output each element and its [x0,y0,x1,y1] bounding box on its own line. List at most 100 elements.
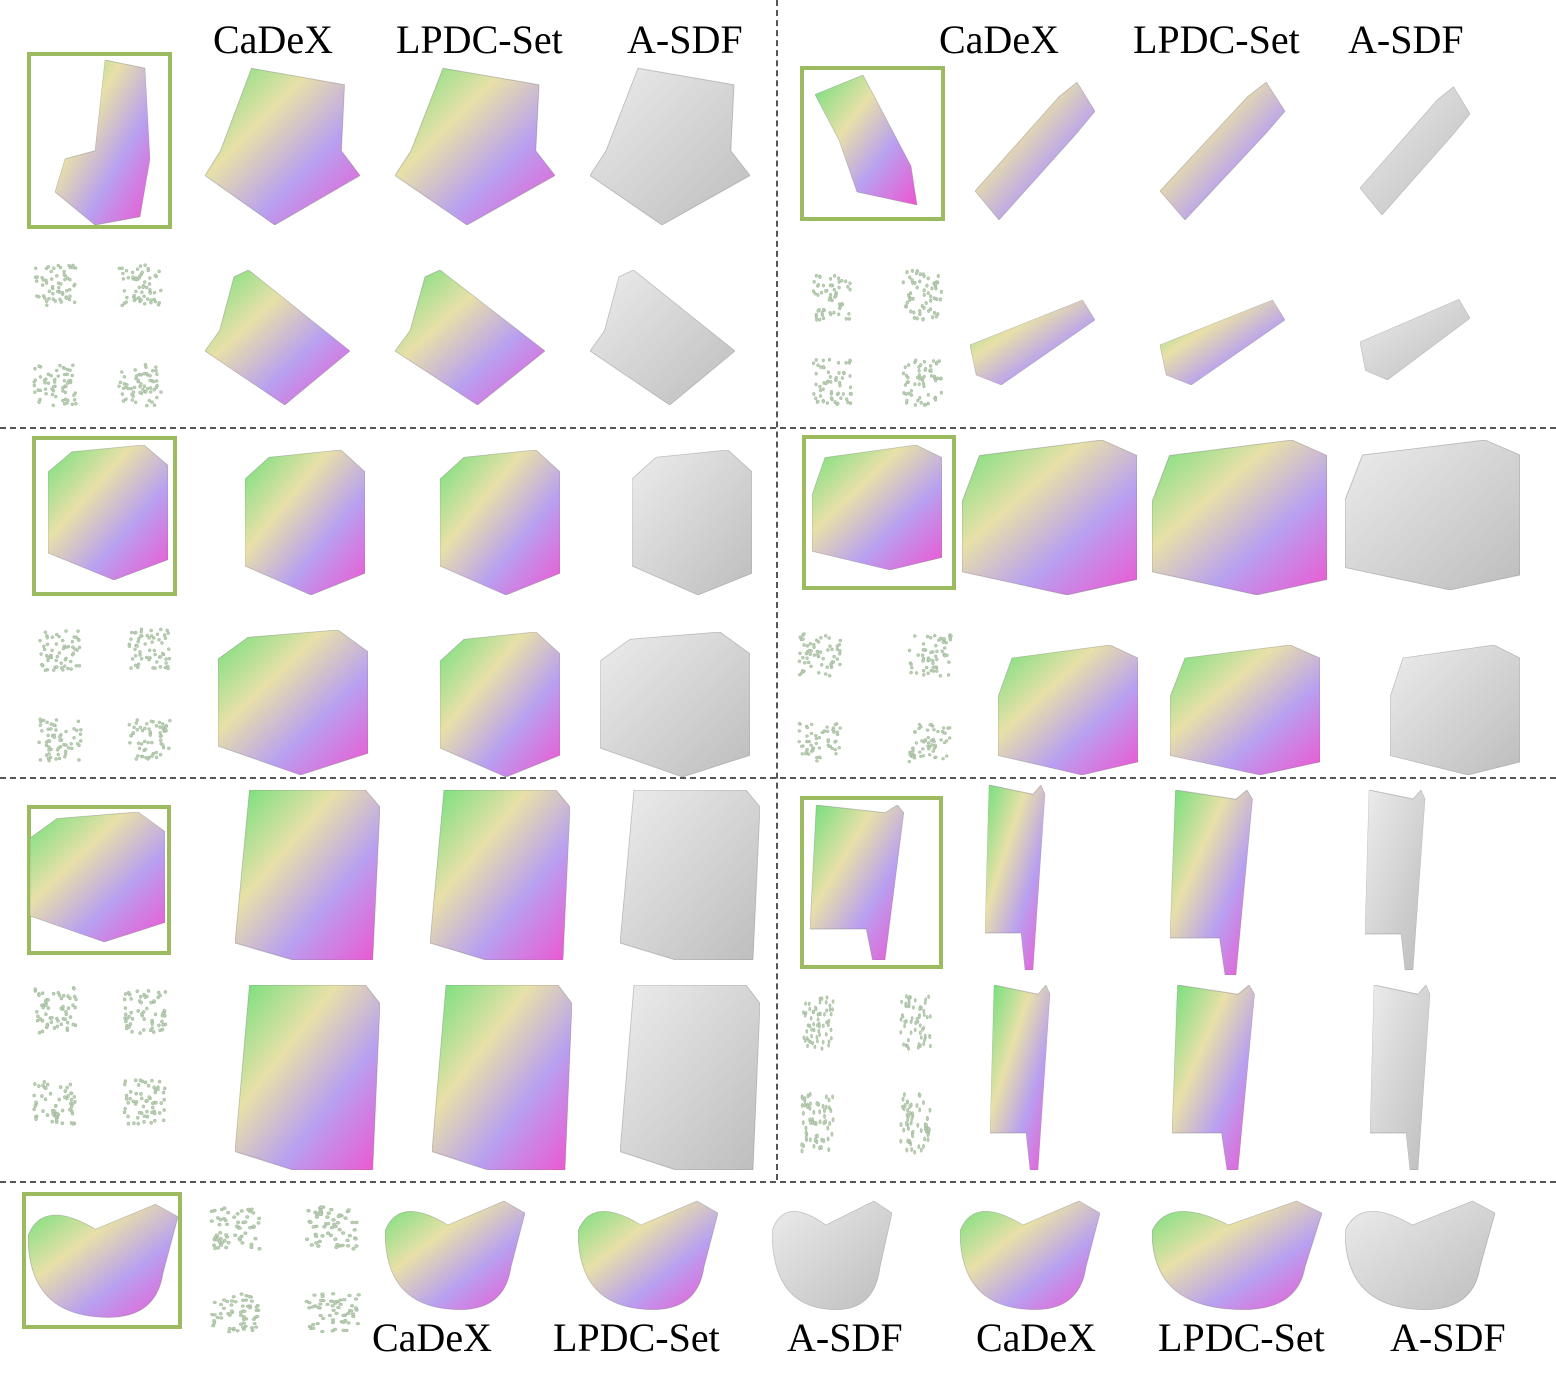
divider-row-2 [0,777,1556,779]
points-glasses-3 [200,1285,270,1340]
points-stapler-4 [895,350,950,415]
input-frame-stapler [800,66,945,221]
laptop-lpdc [395,60,555,225]
points-oven-1 [790,625,850,685]
header-label-cadex-right: CaDeX [939,17,1059,62]
input-frame-glasses [22,1192,182,1329]
fridge2-lpdc [432,985,572,1170]
fridge-cadex [235,790,380,960]
input-frame-laptop [27,52,172,229]
door2-asdf [1370,985,1450,1170]
stapler2-asdf [1360,285,1470,380]
input-frame-door [800,796,943,969]
washer2-lpdc [440,632,560,777]
points-door-1 [795,985,840,1060]
glasses2-asdf [1345,1195,1495,1315]
input-glasses [28,1198,178,1323]
header-label-lpdc-left: LPDC-Set [396,17,563,62]
points-fridge-4 [115,1070,175,1135]
points-washer-2 [120,620,180,680]
header-label-asdf-right: A-SDF [1348,17,1464,62]
door-lpdc [1170,790,1280,975]
glasses2-cadex [960,1195,1100,1315]
laptop-cadex [205,60,360,225]
door2-cadex [990,985,1070,1170]
divider-row-3 [0,1181,1556,1183]
oven-asdf [1345,440,1520,590]
input-frame-washer [32,436,177,596]
header-label-asdf-left: A-SDF [627,17,743,62]
glasses2-lpdc [1152,1195,1322,1315]
input-stapler [815,75,935,205]
stapler-cadex [975,75,1095,220]
oven-cadex [962,440,1137,595]
fridge2-asdf [620,985,760,1170]
door-cadex [985,785,1065,970]
glasses-cadex [385,1195,525,1315]
oven2-lpdc [1170,645,1320,775]
input-door [810,805,935,960]
input-laptop [55,60,155,225]
points-washer-3 [30,710,90,770]
washer2-asdf [600,632,750,777]
points-fridge-3 [25,1070,85,1135]
points-door-4 [893,1080,938,1165]
points-door-3 [795,1080,840,1165]
points-oven-4 [900,715,960,770]
points-laptop-4 [110,355,170,415]
oven2-asdf [1390,645,1520,775]
fridge2-cadex [235,985,380,1170]
washer-asdf [632,450,752,595]
input-frame-fridge [27,805,171,955]
input-oven [812,445,942,570]
points-fridge-2 [115,978,175,1043]
footer-label-asdf-1: A-SDF [787,1315,903,1360]
fridge-lpdc [430,790,570,960]
footer-label-cadex-1: CaDeX [372,1315,492,1360]
points-laptop-2 [110,255,170,315]
oven-lpdc [1152,440,1327,595]
header-label-cadex-left: CaDeX [213,17,333,62]
washer-cadex [245,450,365,595]
footer-label-cadex-2: CaDeX [976,1315,1096,1360]
points-laptop-3 [25,355,85,415]
laptop2-asdf [590,270,735,405]
points-washer-1 [30,620,90,680]
glasses-asdf [772,1195,892,1315]
header-label-lpdc-right: LPDC-Set [1133,17,1300,62]
stapler2-lpdc [1160,285,1285,385]
vertical-divider [776,0,778,1180]
oven2-cadex [998,645,1138,775]
washer-lpdc [440,450,560,595]
points-oven-3 [790,715,850,770]
points-glasses-4 [295,1285,370,1340]
door2-lpdc [1172,985,1282,1170]
points-door-2 [893,985,938,1060]
laptop2-cadex [205,270,350,405]
points-glasses-1 [200,1198,270,1258]
stapler-lpdc [1160,75,1285,220]
stapler2-cadex [970,285,1095,385]
points-oven-2 [900,625,960,685]
points-washer-4 [120,710,180,770]
input-frame-oven [802,435,956,590]
footer-label-lpdc-2: LPDC-Set [1158,1315,1325,1360]
points-stapler-3 [805,350,860,415]
laptop2-lpdc [395,270,545,405]
door-asdf [1365,790,1445,970]
washer2-cadex [218,630,368,775]
points-stapler-2 [895,260,950,330]
footer-label-lpdc-1: LPDC-Set [553,1315,720,1360]
laptop-asdf [590,60,750,225]
divider-row-1 [0,427,1556,429]
points-fridge-1 [25,978,85,1043]
input-fridge [30,812,165,942]
footer-label-asdf-2: A-SDF [1390,1315,1506,1360]
input-washer [48,445,168,580]
points-glasses-2 [295,1198,370,1258]
fridge-asdf [620,790,760,960]
stapler-asdf [1360,80,1470,215]
glasses-lpdc [578,1195,718,1315]
points-laptop-1 [25,255,85,315]
points-stapler-1 [805,265,860,330]
